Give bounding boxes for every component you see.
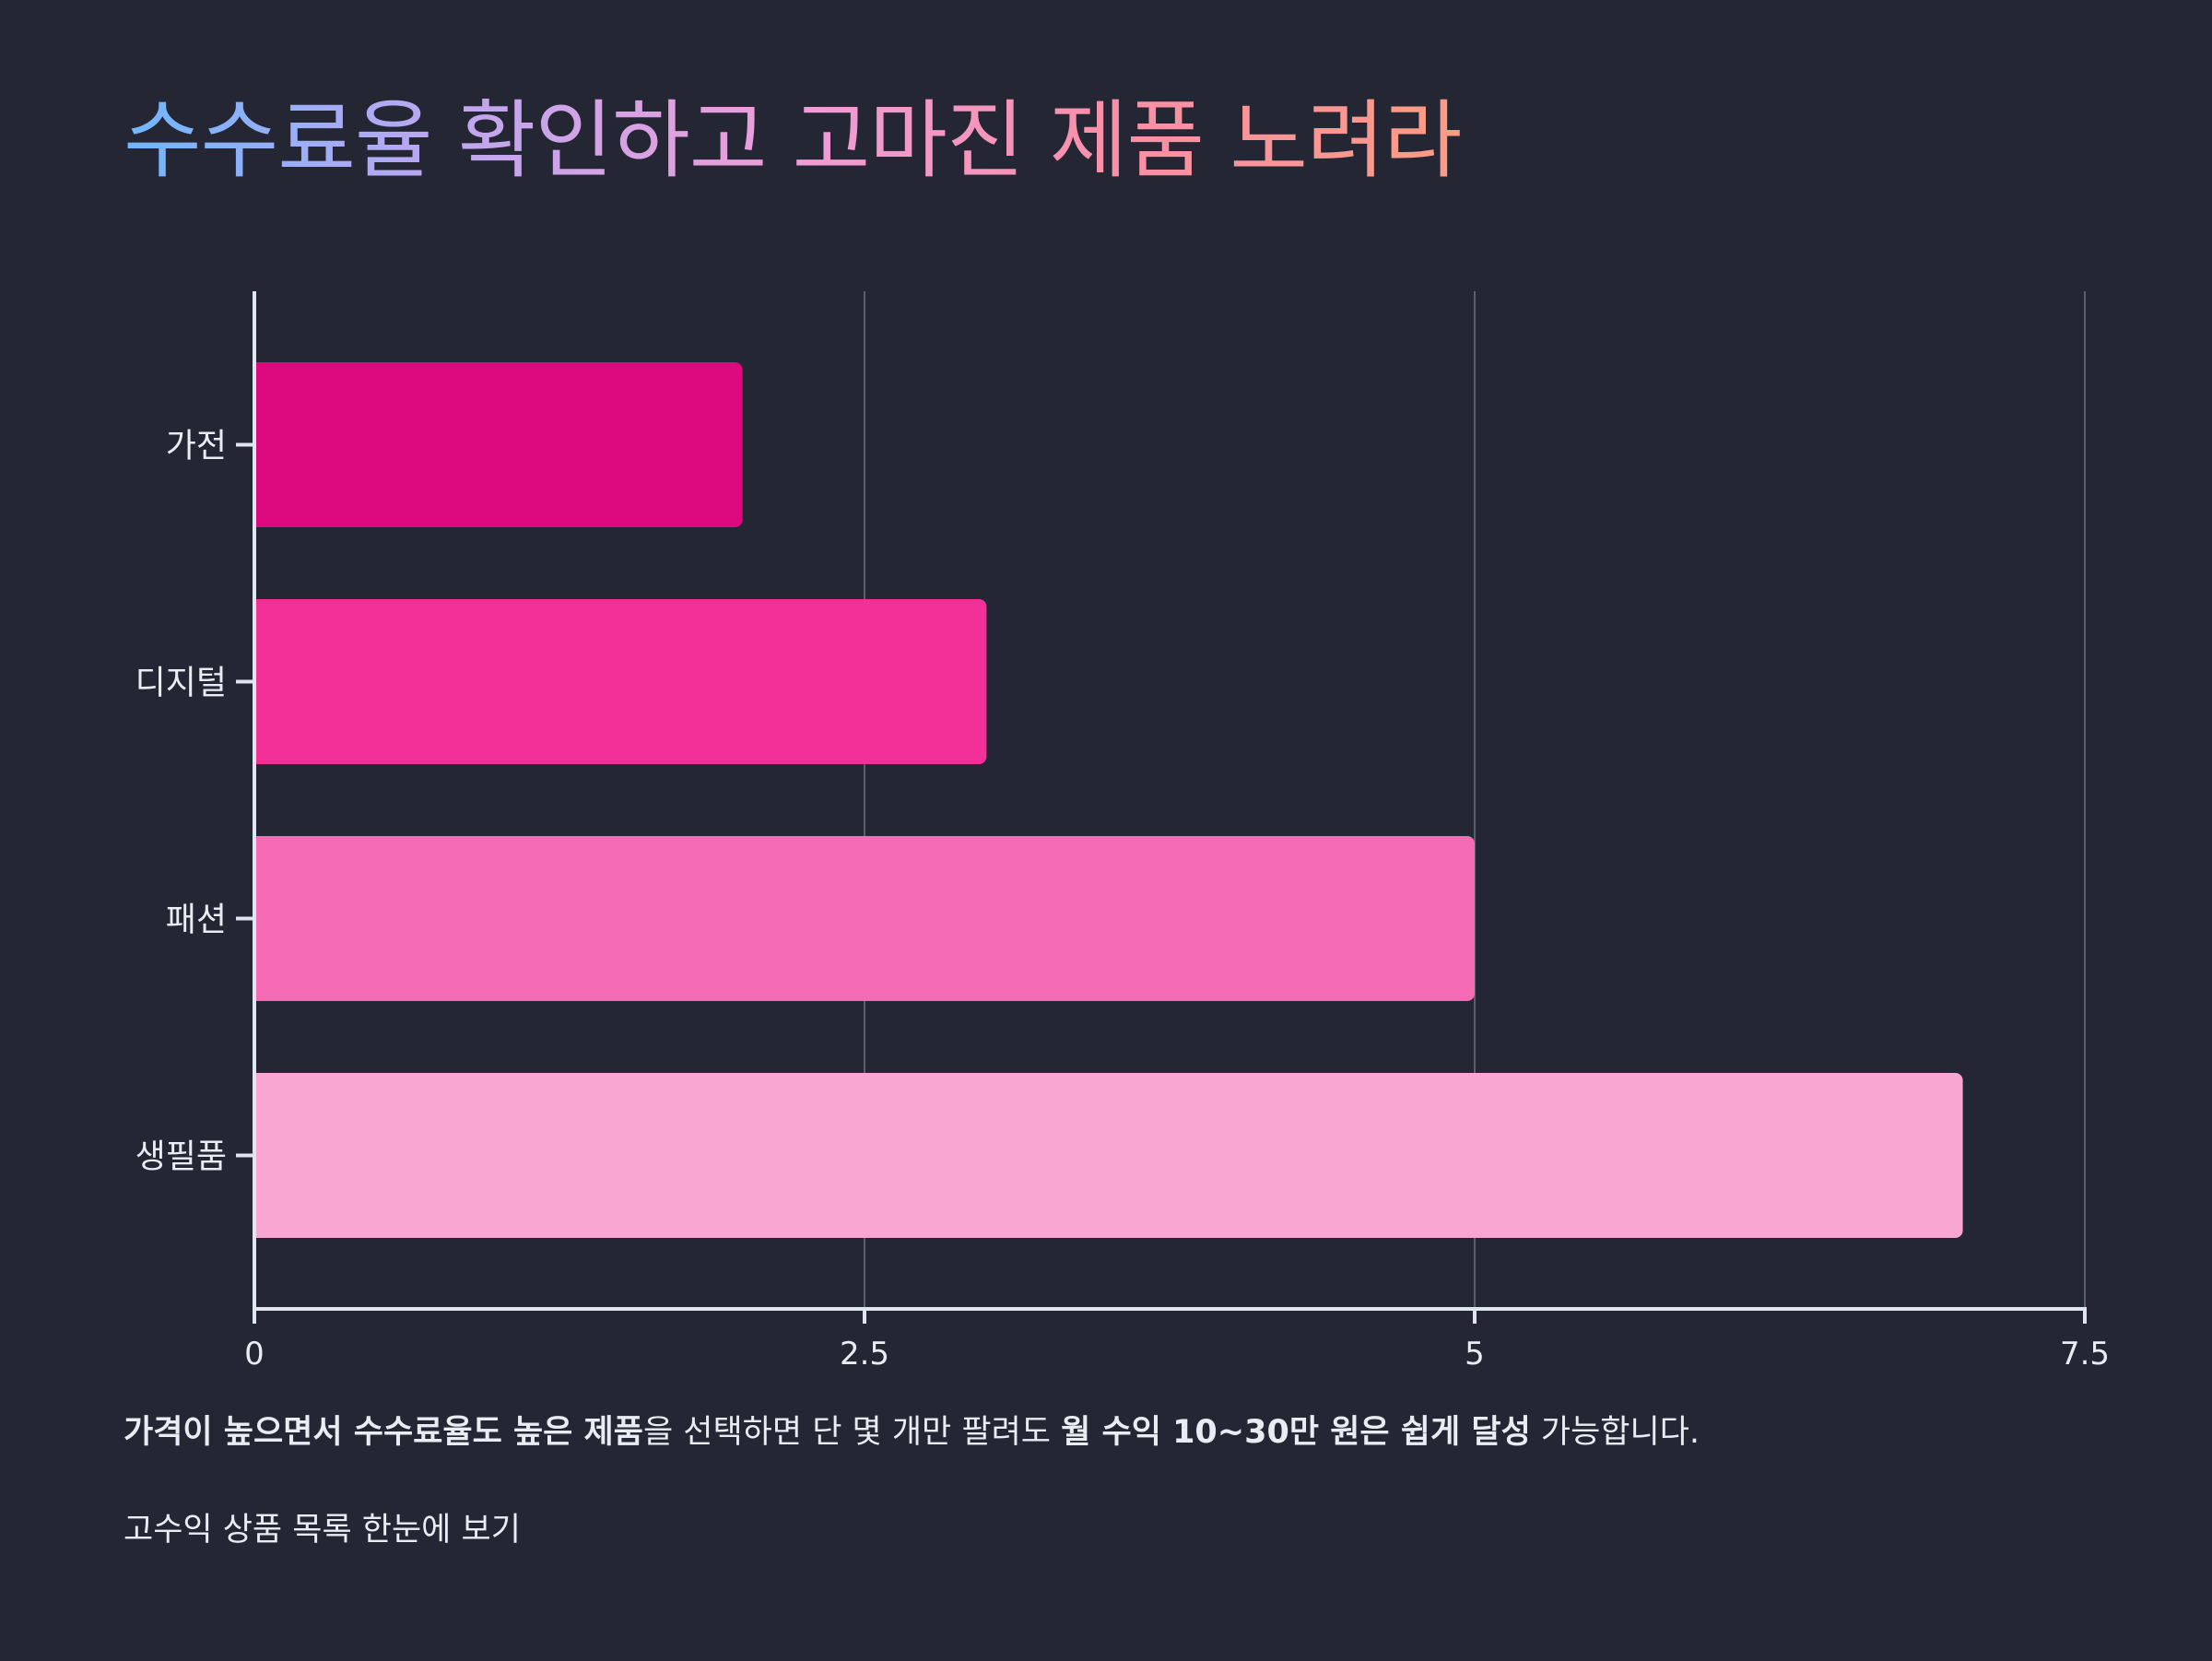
page-title: 수수료율 확인하고 고마진 제품 노려라 — [124, 91, 1462, 190]
y-tick-label: 패션 — [166, 901, 227, 939]
y-tick-label: 가전 — [166, 428, 227, 465]
bars — [254, 362, 1963, 1238]
bar-3 — [254, 836, 1475, 1001]
y-tick-label: 생필품 — [135, 1138, 227, 1176]
bar-3-left-edge — [254, 836, 265, 1001]
high-profit-product-list-link[interactable]: 고수익 상품 목록 한눈에 보기 — [124, 1512, 521, 1549]
bar-2-left-edge — [254, 599, 265, 764]
description-text: 가격이 높으면서 수수료율도 높은 제품을 선택하면 단 몇 개만 팔려도 월 … — [124, 1412, 1700, 1455]
description-bold-1: 가격이 높으면서 수수료율도 높은 제품 — [124, 1414, 643, 1451]
description-text-2: 을 선택하면 단 몇 개만 팔려도 — [642, 1414, 1062, 1451]
bar-4-left-edge — [254, 1073, 265, 1238]
description-bold-2: 월 수익 10~30만 원은 쉽게 달성 — [1061, 1414, 1531, 1451]
axes — [236, 291, 2087, 1324]
bar-4 — [254, 1073, 1963, 1238]
x-tick-label: 2.5 — [840, 1336, 889, 1372]
x-tick-label: 7.5 — [2060, 1336, 2110, 1372]
bar-2 — [254, 599, 987, 764]
bar-1-left-edge — [254, 362, 265, 527]
bar-1 — [254, 362, 743, 527]
x-tick-label: 5 — [1465, 1336, 1485, 1372]
y-tick-label: 디지털 — [135, 665, 227, 702]
x-tick-label: 0 — [244, 1336, 265, 1372]
description-text-4: 가능합니다. — [1530, 1414, 1700, 1451]
